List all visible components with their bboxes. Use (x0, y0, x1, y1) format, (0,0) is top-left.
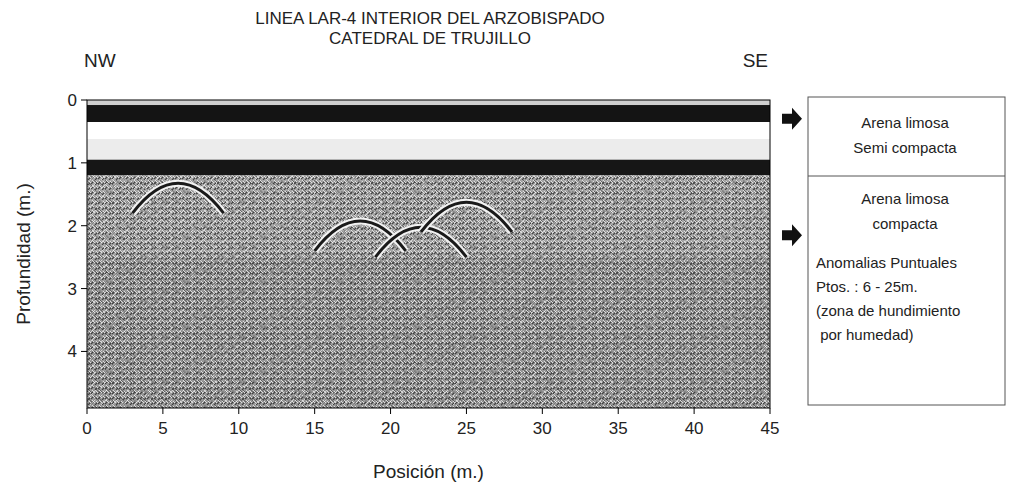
y-tick (81, 100, 87, 101)
y-tick (81, 162, 87, 163)
arrow (782, 224, 802, 246)
x-tick (770, 408, 771, 414)
plot-area (87, 100, 770, 408)
layer-texture (87, 257, 770, 408)
y-tick (81, 351, 87, 352)
direction: NW (84, 50, 116, 71)
x-tick (466, 408, 467, 414)
x-tick (87, 408, 88, 414)
title: LINEA LAR-4 INTERIOR DEL ARZOBISPADO (255, 9, 605, 28)
frame (87, 100, 770, 408)
layer-texture (87, 175, 770, 257)
y-tick-label: 1 (68, 154, 77, 173)
x-tick (314, 408, 315, 414)
x-tick-label: 10 (229, 419, 248, 438)
layer (87, 139, 770, 160)
layer (87, 257, 770, 408)
x-tick (542, 408, 543, 414)
direction: SE (743, 50, 768, 71)
layer (87, 100, 770, 105)
anomaly-halo (421, 202, 512, 232)
x-tick (162, 408, 163, 414)
anomaly (133, 183, 224, 213)
x-tick (238, 408, 239, 414)
y-tick-label: 3 (68, 280, 77, 299)
legend-text: por humedad) (816, 326, 914, 343)
layer-texture (87, 257, 770, 408)
legend-text: Anomalias Puntuales (816, 254, 957, 271)
x-tick-label: 30 (533, 419, 552, 438)
title: CATEDRAL DE TRUJILLO (329, 29, 531, 48)
anomaly (421, 202, 512, 232)
legend-text: compacta (872, 215, 938, 232)
x-tick-label: 35 (609, 419, 628, 438)
x-tick (390, 408, 391, 414)
legend-text: (zona de hundimiento (816, 302, 960, 319)
x-axis-title: Posición (m.) (373, 461, 484, 482)
layer (87, 160, 770, 176)
y-axis-title: Profundidad (m.) (13, 183, 34, 325)
legend-text: Arena limosa (861, 190, 949, 207)
x-tick (618, 408, 619, 414)
chart: 0 5 10 15 20 25 30 35 40 45 0 1 2 3 4 LINEA LAR-4 INTER… (0, 0, 1019, 497)
anomaly-halo (133, 183, 224, 213)
layer (87, 105, 770, 122)
x-tick-label: 0 (82, 419, 91, 438)
legend-text: Arena limosa (861, 114, 949, 131)
x-tick-label: 20 (381, 419, 400, 438)
y-tick (81, 225, 87, 226)
anomaly-line (133, 183, 224, 213)
anomaly-line (421, 202, 512, 232)
x-tick-label: 15 (305, 419, 324, 438)
legend-box (808, 97, 1005, 405)
layer-texture (87, 175, 770, 257)
legend-text: Ptos. : 6 - 25m. (816, 278, 918, 295)
arrow (782, 108, 802, 130)
layer (87, 122, 770, 139)
y-tick-label: 0 (68, 91, 77, 110)
x-tick-label: 25 (457, 419, 476, 438)
x-tick-label: 40 (685, 419, 704, 438)
y-tick-label: 2 (68, 217, 77, 236)
x-tick-label: 45 (761, 419, 780, 438)
layer (87, 175, 770, 257)
y-tick-label: 4 (68, 342, 77, 361)
legend-text: Semi compacta (853, 139, 957, 156)
x-tick (694, 408, 695, 414)
y-tick (81, 288, 87, 289)
legend-divider (808, 176, 1005, 177)
x-tick-label: 5 (158, 419, 167, 438)
